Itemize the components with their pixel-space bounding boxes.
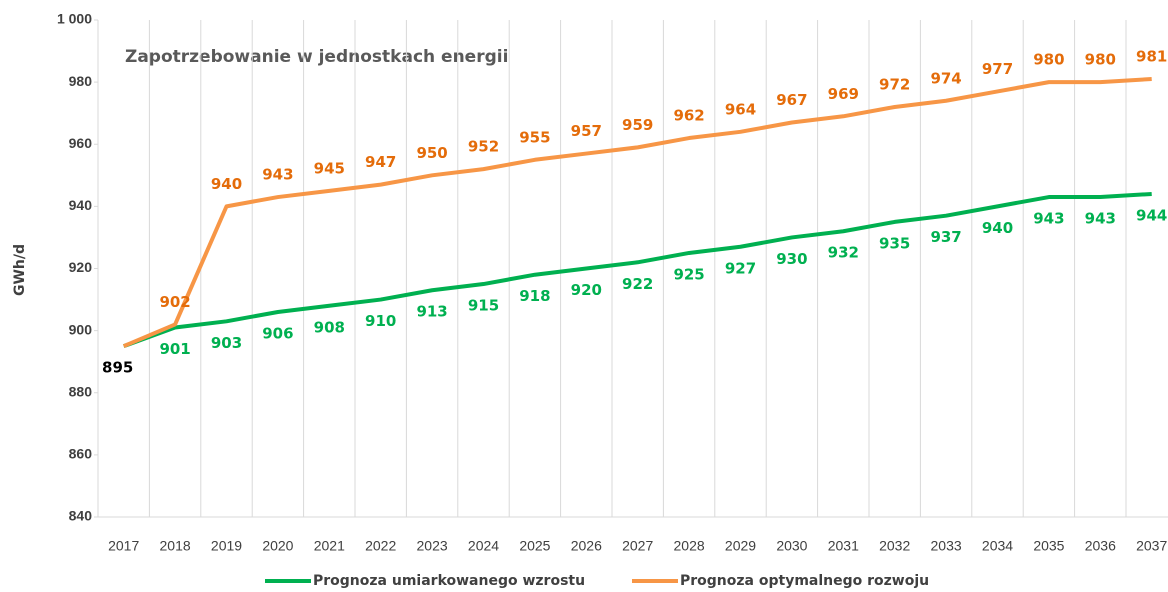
x-tick-label: 2032 <box>879 538 910 554</box>
data-label: 895 <box>102 359 133 377</box>
x-tick-label: 2021 <box>314 538 345 554</box>
data-label: 913 <box>416 303 447 321</box>
data-label: 964 <box>725 100 756 118</box>
legend-label: Prognoza optymalnego rozwoju <box>680 573 929 589</box>
x-tick-label: 2028 <box>674 538 705 554</box>
x-tick-label: 2019 <box>211 538 242 554</box>
y-tick-label: 880 <box>69 383 93 399</box>
x-tick-label: 2037 <box>1136 538 1167 554</box>
data-label: 906 <box>262 324 293 342</box>
data-label: 969 <box>828 85 859 103</box>
data-label: 967 <box>776 91 807 109</box>
chart-title: Zapotrzebowanie w jednostkach energii <box>125 47 508 67</box>
data-label: 903 <box>211 334 242 352</box>
data-label: 977 <box>982 60 1013 78</box>
data-label: 918 <box>519 287 550 305</box>
x-tick-label: 2036 <box>1085 538 1116 554</box>
data-label: 932 <box>828 244 859 262</box>
y-tick-label: 940 <box>69 197 93 213</box>
y-axis-label: GWh/d <box>12 244 28 296</box>
x-tick-label: 2025 <box>519 538 550 554</box>
x-tick-label: 2030 <box>776 538 807 554</box>
x-tick-label: 2020 <box>262 538 293 554</box>
data-label: 922 <box>622 275 653 293</box>
x-tick-label: 2024 <box>468 538 499 554</box>
data-label: 940 <box>982 219 1013 237</box>
line <box>123 191 1152 349</box>
x-tick-label: 2018 <box>160 538 191 554</box>
data-label: 962 <box>673 107 704 125</box>
data-label: 980 <box>1085 51 1116 69</box>
data-label: 947 <box>365 153 396 171</box>
data-label: 980 <box>1033 51 1064 69</box>
data-label: 910 <box>365 312 396 330</box>
data-label: 937 <box>930 228 961 246</box>
x-tick-label: 2033 <box>931 538 962 554</box>
x-tick-label: 2017 <box>108 538 139 554</box>
x-tick-label: 2026 <box>571 538 602 554</box>
data-label: 959 <box>622 116 653 134</box>
data-label: 940 <box>211 175 242 193</box>
data-label: 915 <box>468 297 499 315</box>
data-label: 945 <box>314 159 345 177</box>
legend-label: Prognoza umiarkowanego wzrostu <box>313 573 585 589</box>
data-label: 957 <box>571 122 602 140</box>
data-label: 927 <box>725 259 756 277</box>
data-label: 974 <box>930 69 961 87</box>
y-tick-label: 860 <box>69 446 93 462</box>
data-label: 972 <box>879 75 910 93</box>
x-tick-label: 2035 <box>1033 538 1064 554</box>
data-label: 943 <box>1033 210 1064 228</box>
y-tick-label: 960 <box>69 135 93 151</box>
y-tick-label: 980 <box>69 73 93 89</box>
x-tick-label: 2029 <box>725 538 756 554</box>
data-label: 952 <box>468 138 499 156</box>
data-label: 925 <box>673 265 704 283</box>
data-label: 950 <box>416 144 447 162</box>
y-tick-label: 1 000 <box>57 11 92 27</box>
data-label: 901 <box>159 340 190 358</box>
data-label: 981 <box>1136 48 1167 66</box>
data-label: 944 <box>1136 206 1167 224</box>
data-label: 943 <box>262 166 293 184</box>
y-tick-label: 840 <box>69 508 93 524</box>
y-tick-label: 900 <box>69 321 93 337</box>
data-label: 935 <box>879 234 910 252</box>
x-tick-label: 2027 <box>622 538 653 554</box>
x-tick-label: 2034 <box>982 538 1013 554</box>
line <box>122 77 1152 348</box>
data-label: 920 <box>571 281 602 299</box>
y-tick-label: 920 <box>69 259 93 275</box>
x-tick-label: 2022 <box>365 538 396 554</box>
data-label: 908 <box>314 318 345 336</box>
data-label: 943 <box>1085 210 1116 228</box>
x-tick-label: 2023 <box>417 538 448 554</box>
data-label: 955 <box>519 128 550 146</box>
data-label: 902 <box>159 293 190 311</box>
x-tick-label: 2031 <box>828 538 859 554</box>
data-label: 930 <box>776 250 807 268</box>
